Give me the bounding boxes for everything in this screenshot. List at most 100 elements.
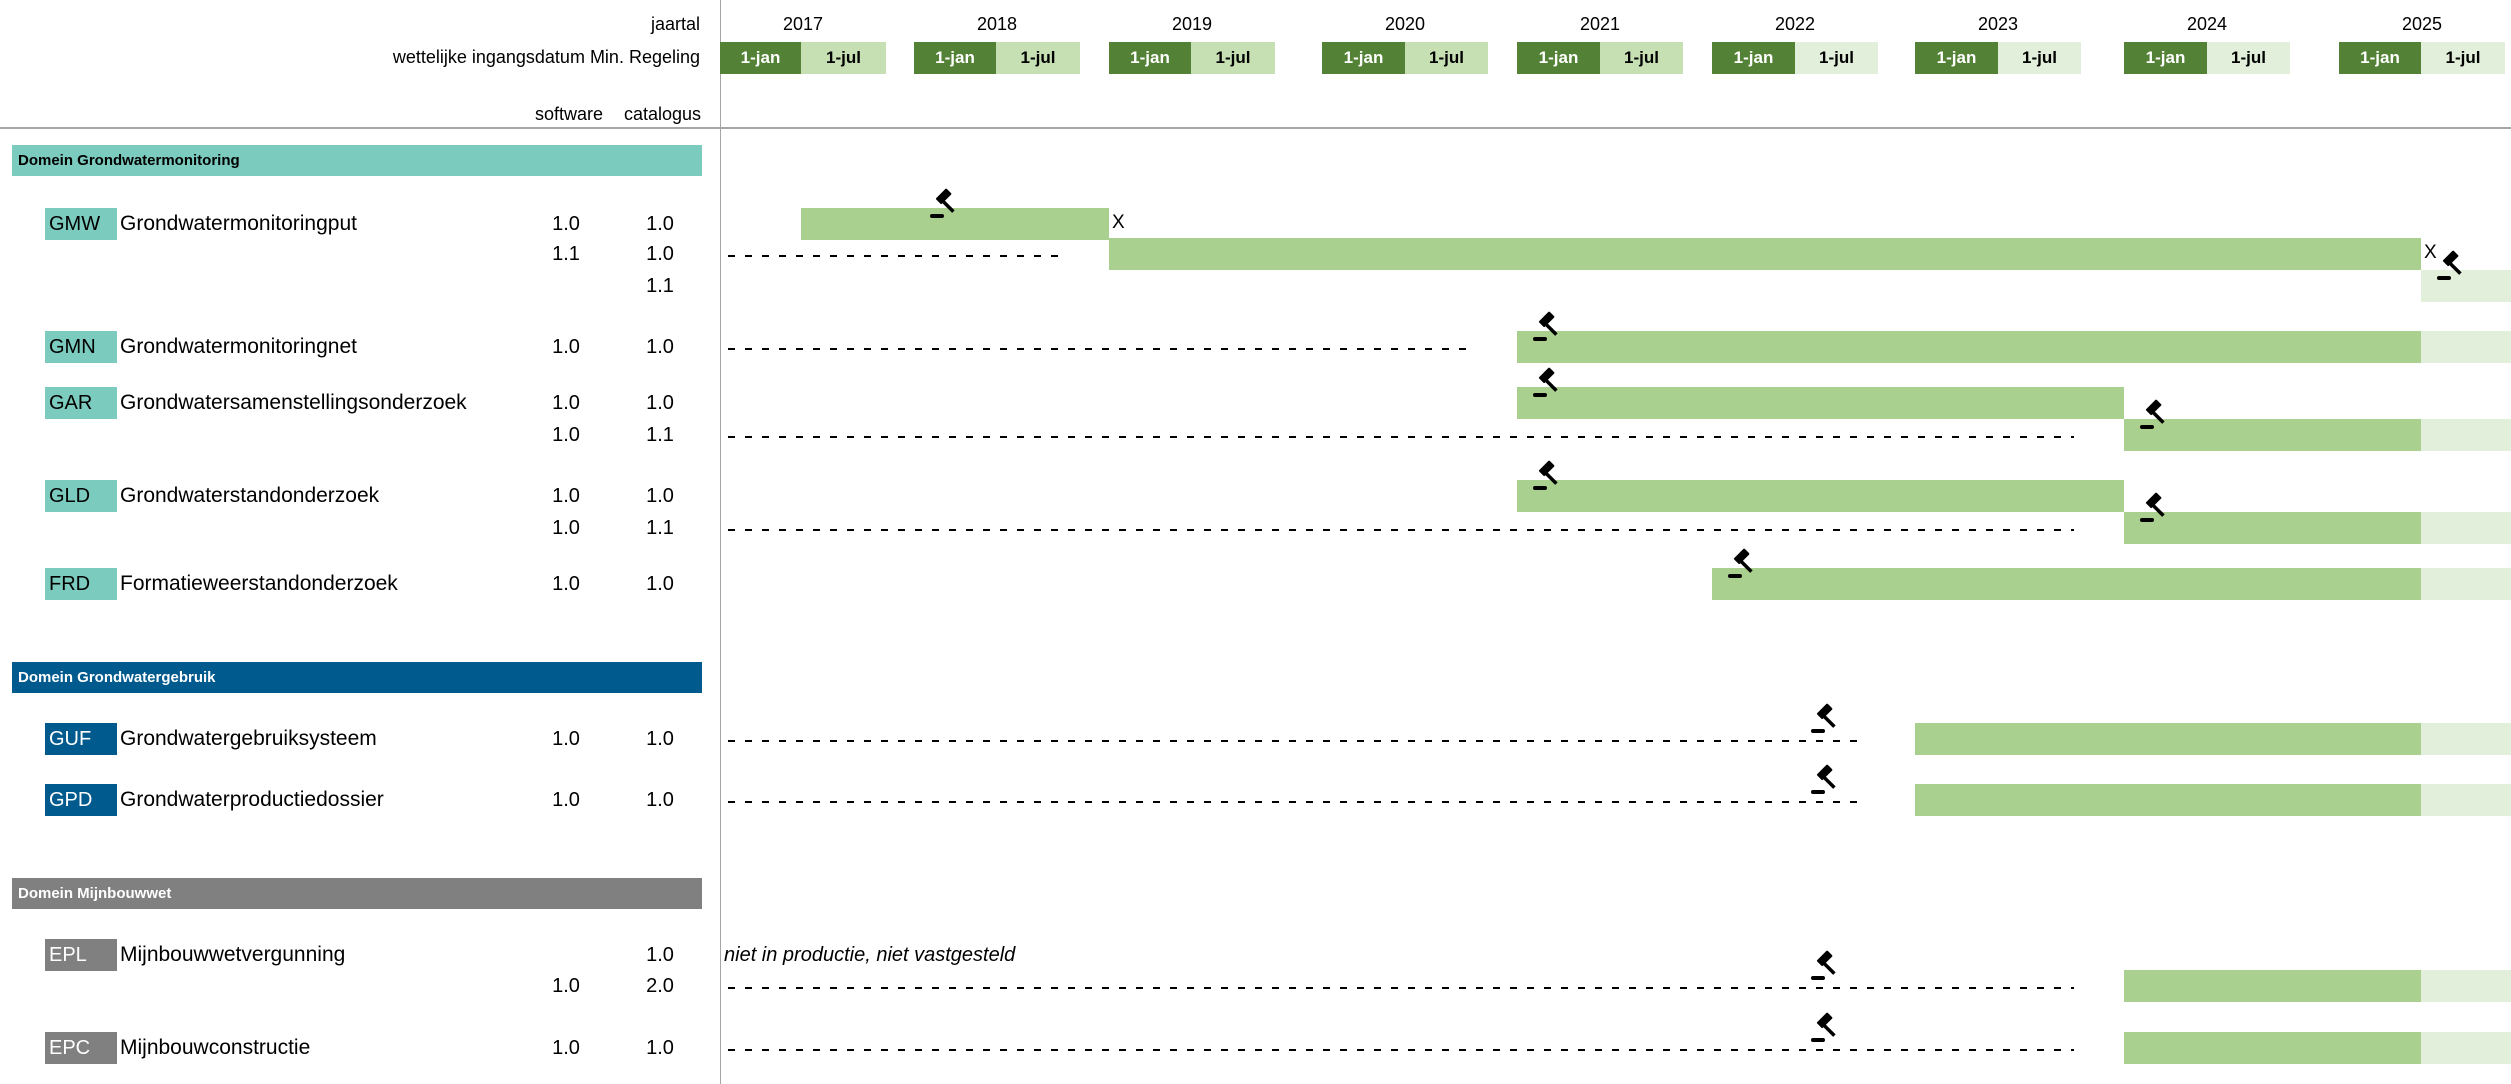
date-label: wettelijke ingangsdatum Min. Regeling — [392, 47, 700, 67]
year-label: jaartal — [650, 14, 700, 34]
validity-bar — [1712, 568, 2421, 600]
jul-cell: 1-jul — [996, 42, 1080, 74]
product-name: Grondwaterproductiedossier — [120, 788, 384, 811]
catalogus-version: 1.0 — [646, 392, 674, 414]
gavel-icon — [2136, 397, 2172, 433]
validity-bar — [1915, 784, 2421, 816]
gavel-icon — [2136, 490, 2172, 526]
jul-cell: 1-jul — [1600, 42, 1683, 74]
planned-dashes — [728, 987, 2074, 989]
product-name: Grondwatergebruiksysteem — [120, 727, 377, 750]
jan-cell: 1-jan — [914, 42, 996, 74]
product-code-badge: GAR — [45, 387, 117, 419]
validity-bar — [2124, 970, 2421, 1002]
jan-cell: 1-jan — [720, 42, 801, 74]
planned-dashes — [728, 801, 1865, 803]
catalogus-version: 1.0 — [646, 336, 674, 358]
software-version: 1.0 — [552, 336, 580, 358]
product-name: Grondwatermonitoringput — [120, 212, 357, 235]
software-version: 1.0 — [552, 213, 580, 235]
header-divider — [0, 127, 2511, 129]
year-2022: 2022 — [1774, 14, 1816, 34]
end-marker: X — [1112, 212, 1125, 233]
validity-bar — [1517, 387, 2124, 419]
jul-cell: 1-jul — [1405, 42, 1488, 74]
planned-dashes — [728, 529, 2074, 531]
software-version: 1.0 — [552, 975, 580, 997]
software-version: 1.0 — [552, 573, 580, 595]
product-name: Mijnbouwconstructie — [120, 1036, 311, 1059]
jul-cell: 1-jul — [1191, 42, 1275, 74]
product-name: Formatieweerstandonderzoek — [120, 572, 398, 595]
software-version: 1.0 — [552, 728, 580, 750]
future-period-bar — [2421, 568, 2511, 600]
future-period-bar — [2421, 270, 2511, 302]
product-code-badge: EPL — [45, 939, 117, 971]
jul-cell: 1-jul — [1795, 42, 1878, 74]
gavel-icon — [1529, 309, 1565, 345]
product-name: Grondwatersamenstellingsonderzoek — [120, 391, 467, 414]
software-version: 1.0 — [552, 517, 580, 539]
gavel-icon — [1529, 365, 1565, 401]
product-name: Grondwatermonitoringnet — [120, 335, 357, 358]
catalogus-version: 1.0 — [646, 789, 674, 811]
product-code-badge: GPD — [45, 784, 117, 816]
status-note: niet in productie, niet vastgesteld — [724, 944, 1016, 966]
product-code-badge: GMN — [45, 331, 117, 363]
gavel-icon — [926, 186, 962, 222]
software-version: 1.0 — [552, 1037, 580, 1059]
catalogus-version: 1.0 — [646, 728, 674, 750]
catalogus-version: 1.0 — [646, 573, 674, 595]
future-period-bar — [2421, 419, 2511, 451]
planned-dashes — [728, 436, 2074, 438]
catalogus-column-header: catalogus — [623, 104, 701, 124]
end-marker: X — [2424, 242, 2437, 263]
planned-dashes — [728, 740, 1865, 742]
validity-bar — [1517, 331, 2421, 363]
jul-cell: 1-jul — [801, 42, 886, 74]
validity-bar — [1109, 238, 2421, 270]
catalogus-version: 1.1 — [646, 424, 674, 446]
product-code-badge: GUF — [45, 723, 117, 755]
product-code-badge: EPC — [45, 1032, 117, 1064]
catalogus-version: 1.0 — [646, 1037, 674, 1059]
product-code-badge: FRD — [45, 568, 117, 600]
jan-cell: 1-jan — [2339, 42, 2421, 74]
software-version: 1.0 — [552, 424, 580, 446]
planned-dashes — [728, 255, 1059, 257]
product-code-badge: GMW — [45, 208, 117, 240]
domain-band: Domein Grondwatermonitoring — [12, 145, 702, 176]
catalogus-version: 1.1 — [646, 275, 674, 297]
catalogus-version: 1.0 — [646, 485, 674, 507]
validity-bar — [1517, 480, 2124, 512]
catalogus-version: 2.0 — [646, 975, 674, 997]
jan-cell: 1-jan — [1517, 42, 1600, 74]
software-version: 1.0 — [552, 485, 580, 507]
product-code-badge: GLD — [45, 480, 117, 512]
future-period-bar — [2421, 331, 2511, 363]
validity-bar — [801, 208, 1109, 240]
jan-cell: 1-jan — [1915, 42, 1998, 74]
gavel-icon — [1529, 458, 1565, 494]
future-period-bar — [2421, 512, 2511, 544]
year-2024: 2024 — [2186, 14, 2228, 34]
timeline-divider — [720, 0, 721, 1084]
catalogus-version: 1.0 — [646, 944, 674, 966]
software-version: 1.1 — [552, 243, 580, 265]
jan-cell: 1-jan — [2124, 42, 2207, 74]
jan-cell: 1-jan — [1109, 42, 1191, 74]
catalogus-version: 1.0 — [646, 213, 674, 235]
product-name: Mijnbouwwetvergunning — [120, 943, 346, 966]
software-version: 1.0 — [552, 392, 580, 414]
year-2017: 2017 — [782, 14, 824, 34]
year-2020: 2020 — [1384, 14, 1426, 34]
validity-bar — [2124, 1032, 2421, 1064]
gavel-icon — [1724, 546, 1760, 582]
jul-cell: 1-jul — [2207, 42, 2290, 74]
future-period-bar — [2421, 723, 2511, 755]
future-period-bar — [2421, 970, 2511, 1002]
jan-cell: 1-jan — [1322, 42, 1405, 74]
domain-band: Domein Grondwatergebruik — [12, 662, 702, 693]
validity-bar — [1915, 723, 2421, 755]
year-2021: 2021 — [1579, 14, 1621, 34]
